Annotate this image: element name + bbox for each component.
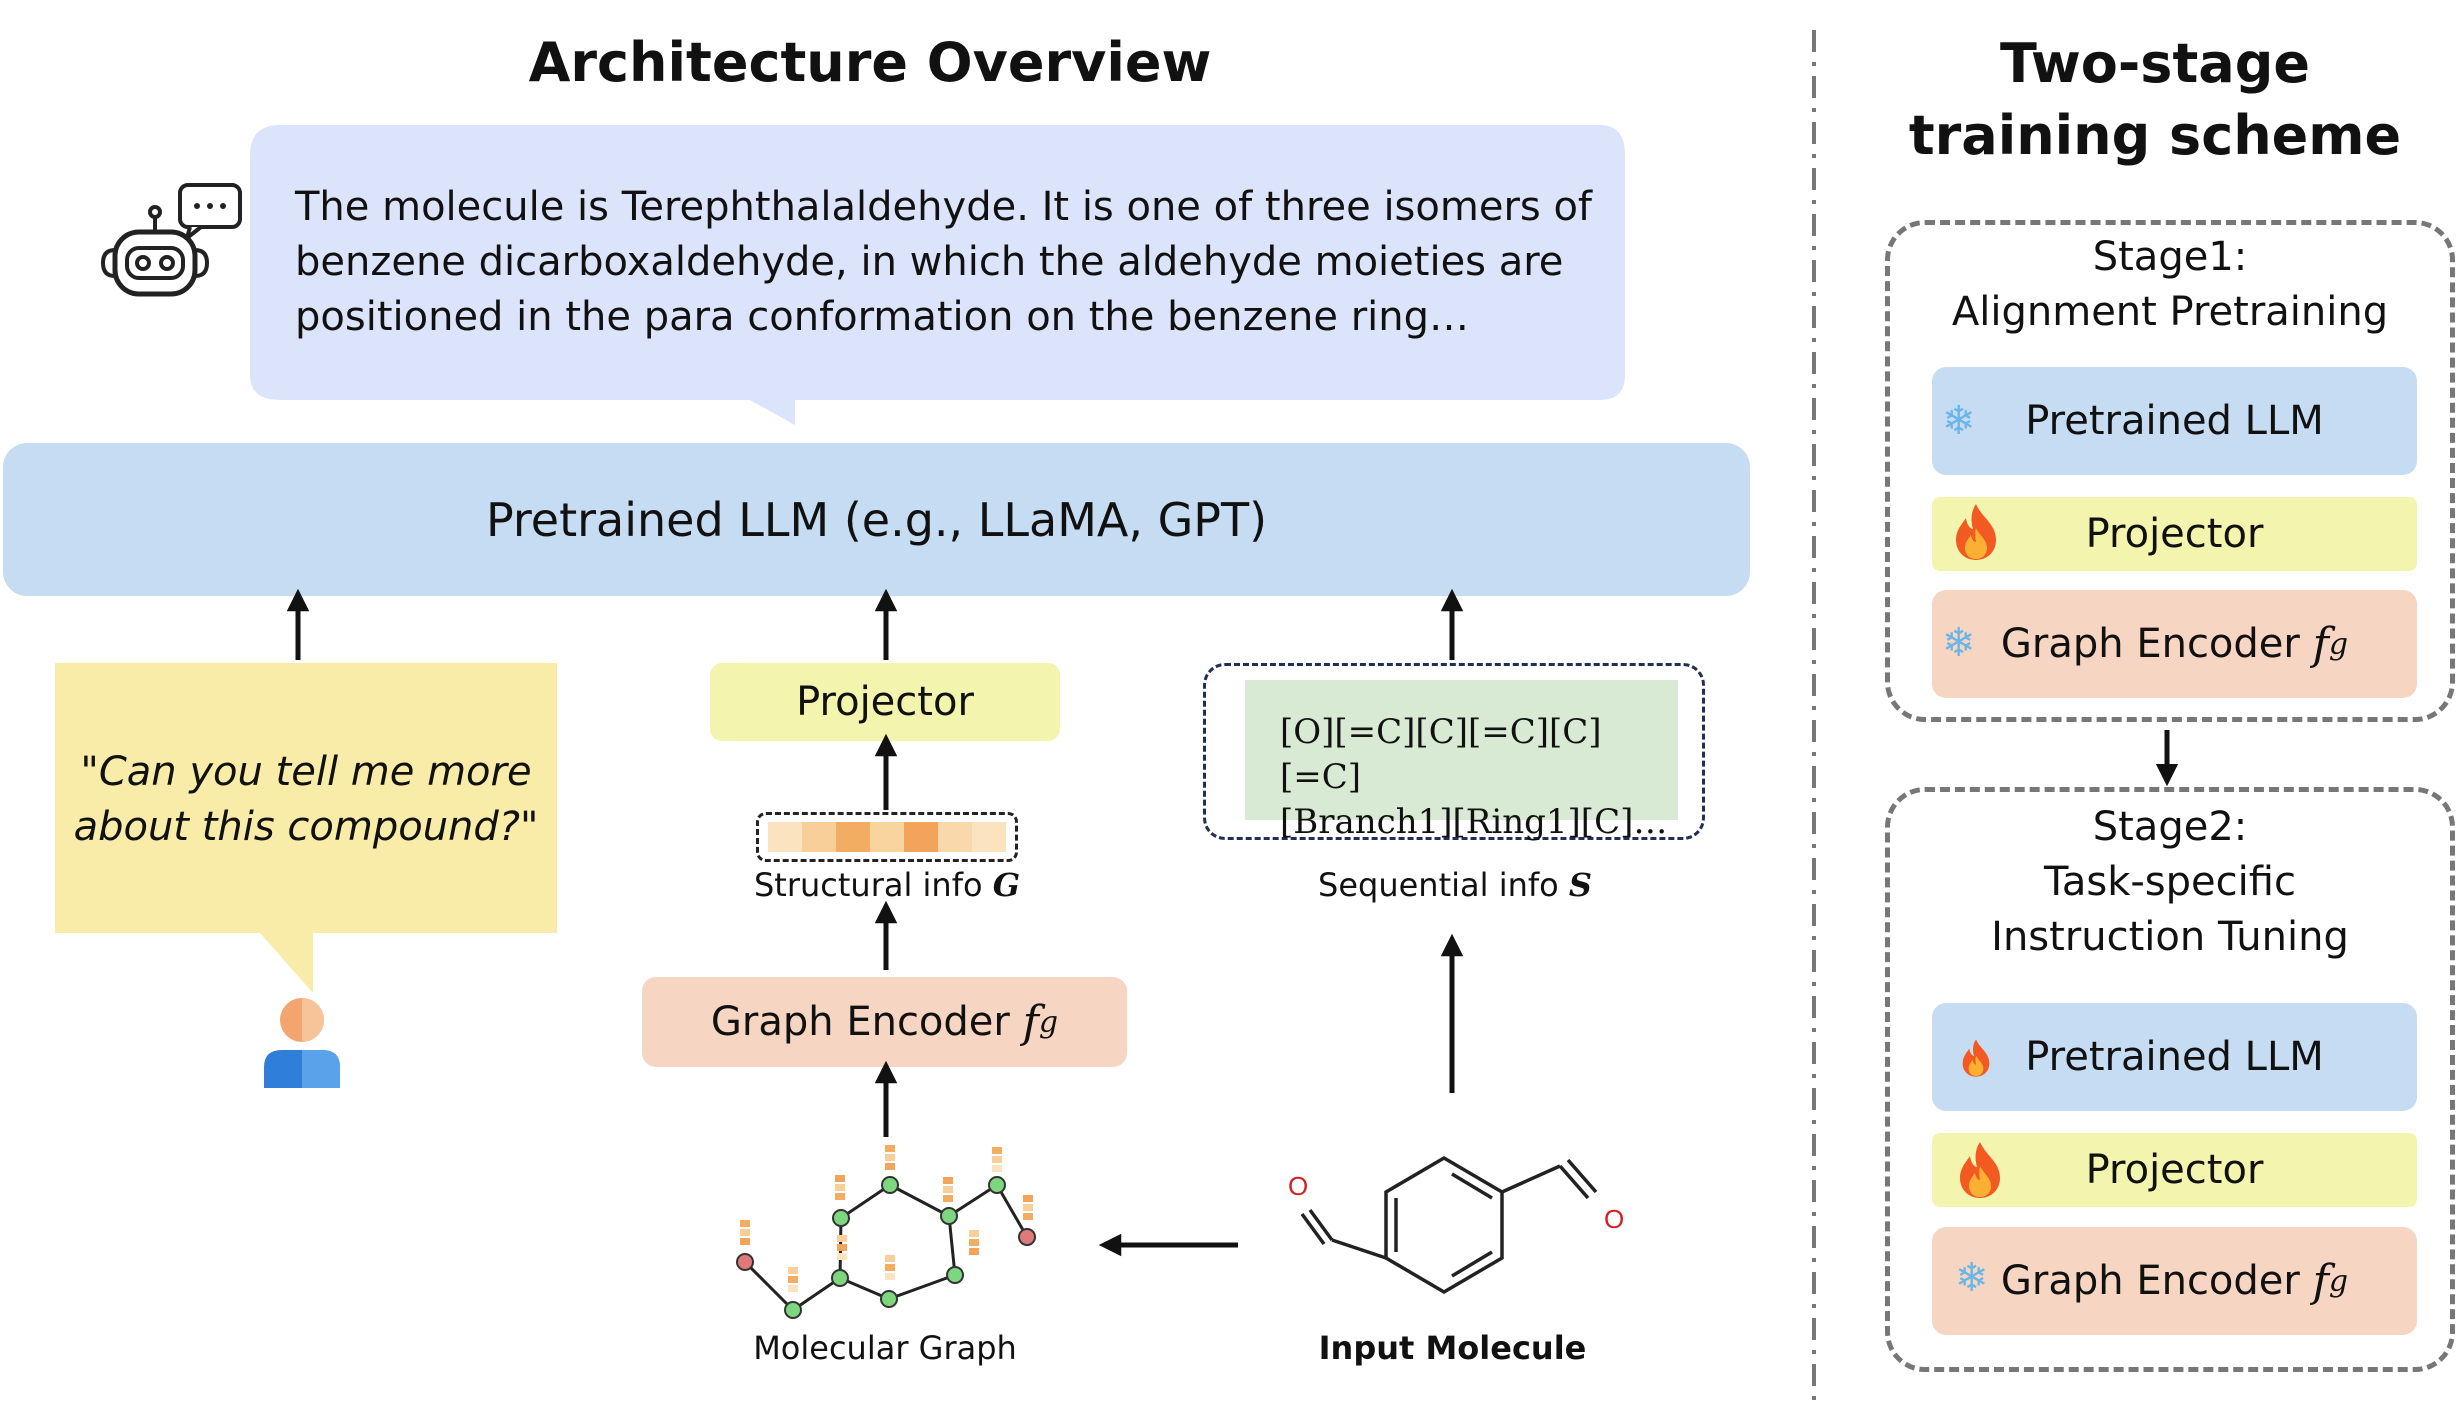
stage1-title-line-2: Alignment Pretraining xyxy=(1951,289,2389,335)
user-question-line-1: "Can you tell me more xyxy=(80,749,532,795)
stage2-llm-label: Pretrained LLM xyxy=(2025,1034,2324,1080)
snowflake-icon: ❄ xyxy=(1955,1255,1989,1301)
graph-node xyxy=(736,1253,754,1271)
sequential-info-symbol: S xyxy=(1568,865,1592,904)
input-molecule-structure: O O xyxy=(1288,1155,1624,1295)
node-feature-bar xyxy=(1023,1195,1033,1220)
molecular-graph-caption: Molecular Graph xyxy=(753,1328,1017,1367)
stage2-projector-label: Projector xyxy=(2085,1147,2264,1193)
fire-icon xyxy=(1960,1142,2000,1198)
projector-label: Projector xyxy=(796,679,974,725)
stage1-title: Stage1: Alignment Pretraining xyxy=(1885,230,2455,340)
node-feature-bar xyxy=(788,1267,798,1292)
stage2-title-line-2: Task-specific xyxy=(2044,859,2296,905)
training-title: Two-stage training scheme xyxy=(1850,25,2460,175)
fire-icon xyxy=(1956,504,1996,560)
structural-info-label: Structural info xyxy=(753,865,983,904)
node-feature-bar xyxy=(885,1145,895,1170)
stage1-encoder-label: Graph Encoder xyxy=(2000,621,2300,667)
fire-icon xyxy=(1962,1039,1990,1077)
graph-node xyxy=(940,1207,958,1225)
node-feature-bar xyxy=(835,1175,845,1200)
llm-label: Pretrained LLM (e.g., LLaMA, GPT) xyxy=(485,492,1268,547)
oxygen-atom-right: O xyxy=(1604,1204,1624,1234)
stage1-encoder-subscript: g xyxy=(2328,626,2349,662)
stage2-encoder-label: Graph Encoder xyxy=(2000,1258,2300,1304)
node-feature-bar xyxy=(740,1220,750,1245)
node-feature-bar xyxy=(969,1230,979,1255)
robot-icon xyxy=(100,183,242,297)
stage1-projector-box: Projector xyxy=(1932,497,2417,571)
output-line-2: benzene dicarboxaldehyde, in which the a… xyxy=(295,239,1564,285)
graph-node xyxy=(1018,1228,1036,1246)
output-line-1: The molecule is Terephthalaldehyde. It i… xyxy=(295,184,1592,230)
stage1-title-line-1: Stage1: xyxy=(2092,234,2248,280)
stage2-projector-box: Projector xyxy=(1932,1133,2417,1207)
section-divider xyxy=(1812,30,1816,1405)
stage2-title-line-1: Stage2: xyxy=(2092,804,2248,850)
stage2-encoder-symbol: f xyxy=(2312,1255,2329,1307)
output-bubble-text: The molecule is Terephthalaldehyde. It i… xyxy=(295,180,1595,345)
projector-box: Projector xyxy=(710,663,1060,741)
molecular-graph xyxy=(736,1145,1036,1319)
graph-node xyxy=(880,1290,898,1308)
user-question: "Can you tell me more about this compoun… xyxy=(55,735,557,865)
structural-info-box xyxy=(756,812,1018,862)
sequential-info-box xyxy=(1203,663,1705,840)
graph-node xyxy=(832,1209,850,1227)
oxygen-atom-left: O xyxy=(1288,1171,1308,1201)
graph-encoder-subscript: g xyxy=(1038,1004,1059,1040)
stage1-llm-label: Pretrained LLM xyxy=(2025,398,2324,444)
stage1-encoder-symbol: f xyxy=(2312,618,2329,670)
stage1-llm-box: Pretrained LLM xyxy=(1932,367,2417,475)
stage2-encoder-subscript: g xyxy=(2328,1263,2349,1299)
stage2-llm-box: Pretrained LLM xyxy=(1932,1003,2417,1111)
stage2-title: Stage2: Task-specific Instruction Tuning xyxy=(1885,800,2455,965)
node-feature-bar xyxy=(837,1235,847,1260)
graph-node xyxy=(784,1301,802,1319)
graph-node xyxy=(988,1176,1006,1194)
training-title-line-1: Two-stage xyxy=(2000,32,2310,95)
snowflake-icon: ❄ xyxy=(1942,398,1976,444)
pretrained-llm-bar: Pretrained LLM (e.g., LLaMA, GPT) xyxy=(3,443,1750,596)
selfies-sequence: [O][=C][C][=C][C][=C] [Branch1][Ring1][C… xyxy=(1245,680,1678,842)
user-question-line-2: about this compound?" xyxy=(73,804,539,850)
output-line-3: positioned in the para conformation on t… xyxy=(295,294,1470,340)
architecture-title: Architecture Overview xyxy=(528,31,1212,94)
stage2-title-line-3: Instruction Tuning xyxy=(1991,914,2349,960)
selfies-line-1: [O][=C][C][=C][C][=C] xyxy=(1280,712,1602,797)
output-bubble xyxy=(250,125,1625,425)
training-title-line-2: training scheme xyxy=(1908,104,2402,167)
structural-info-strip xyxy=(768,822,1006,852)
graph-encoder-symbol: f xyxy=(1022,996,1039,1048)
node-feature-bar xyxy=(992,1147,1002,1172)
node-feature-bar xyxy=(943,1177,953,1202)
graph-node xyxy=(881,1176,899,1194)
stage1-box xyxy=(1885,220,2455,722)
snowflake-icon: ❄ xyxy=(1942,620,1976,666)
user-bubble xyxy=(55,663,557,993)
user-icon xyxy=(264,998,340,1088)
sequential-info-caption: Sequential info S xyxy=(1250,862,1660,907)
graph-node xyxy=(831,1269,849,1287)
stage2-box xyxy=(1885,787,2455,1372)
structural-info-caption: Structural info G xyxy=(700,862,1074,907)
stage1-projector-label: Projector xyxy=(2085,511,2264,557)
selfies-line-2: [Branch1][Ring1][C]… xyxy=(1280,802,1668,842)
input-molecule-caption: Input Molecule xyxy=(1318,1328,1587,1367)
sequential-info-label: Sequential info xyxy=(1318,865,1559,904)
graph-node xyxy=(946,1266,964,1284)
structural-info-symbol: G xyxy=(992,865,1021,904)
graph-encoder-label: Graph Encoder xyxy=(710,999,1010,1045)
node-feature-bar xyxy=(885,1255,895,1280)
